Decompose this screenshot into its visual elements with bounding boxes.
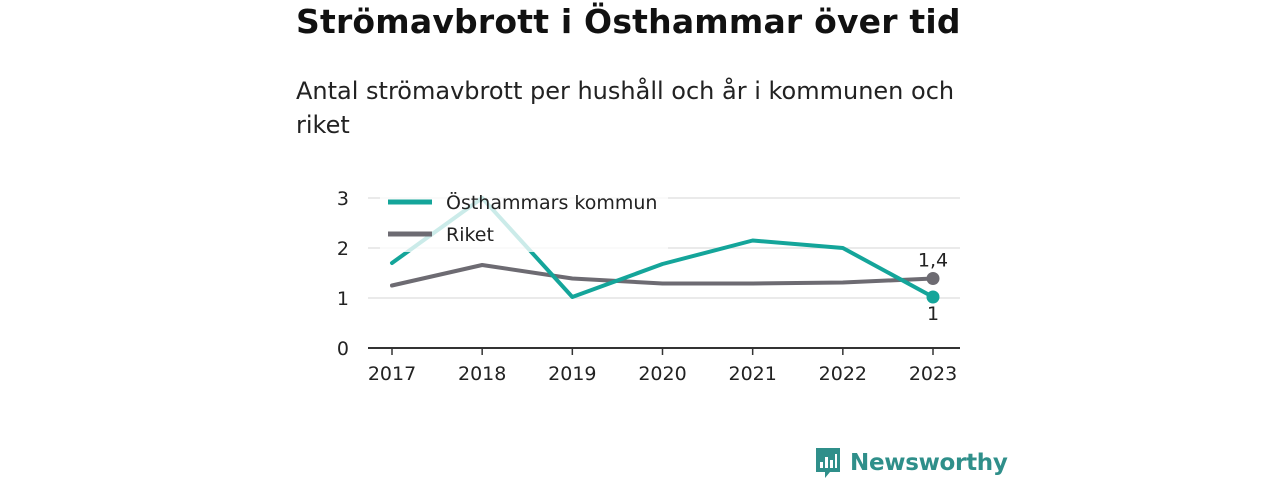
- chart-subtitle: Antal strömavbrott per hushåll och år i …: [296, 77, 955, 139]
- y-tick-label: 0: [337, 338, 349, 360]
- x-tick-label: 2019: [548, 363, 596, 385]
- brand-name: Newsworthy: [850, 450, 1008, 476]
- newsworthy-logo-icon: [816, 448, 840, 478]
- x-axis: [368, 347, 960, 355]
- end-label-osthammar: 1: [927, 303, 939, 325]
- legend-background: [380, 186, 668, 252]
- end-marker-riket: [926, 272, 940, 285]
- x-tick-label: 2020: [638, 363, 686, 385]
- end-labels: 1,41: [918, 250, 948, 326]
- chart-title: Strömavbrott i Östhammar över tid: [296, 2, 961, 41]
- x-tick-label: 2017: [368, 363, 416, 385]
- y-tick-label: 2: [337, 238, 349, 260]
- newsworthy-logo: Newsworthy: [814, 446, 1008, 480]
- legend-label: Östhammars kommun: [446, 191, 657, 214]
- x-tick-label: 2023: [909, 363, 957, 385]
- x-axis-ticks: 2017 2018 2019 2020 2021 2022 2023: [368, 363, 957, 385]
- x-tick-label: 2022: [819, 363, 867, 385]
- y-axis-ticks: 0 1 2 3: [337, 188, 349, 360]
- legend: Östhammars kommun Riket: [380, 186, 668, 252]
- series-line-riket: [390, 263, 935, 288]
- end-marker-osthammar: [926, 290, 940, 304]
- y-tick-label: 3: [337, 188, 349, 210]
- x-tick-label: 2018: [458, 363, 506, 385]
- end-label-riket: 1,4: [918, 250, 948, 272]
- legend-label: Riket: [446, 224, 494, 246]
- x-tick-label: 2021: [728, 363, 776, 385]
- y-tick-label: 1: [337, 288, 349, 310]
